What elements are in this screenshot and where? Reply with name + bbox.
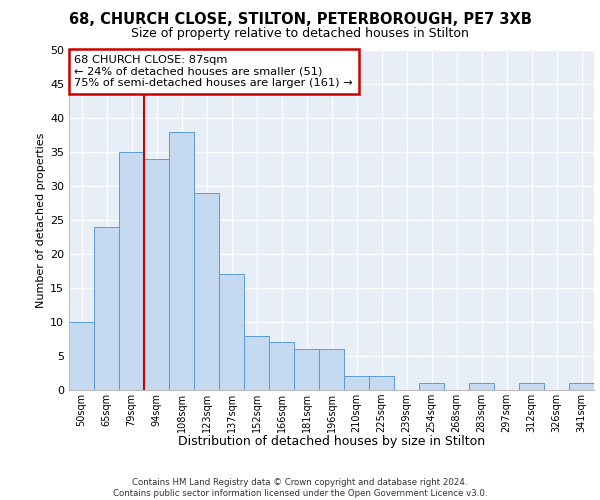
Bar xyxy=(519,383,544,390)
Bar xyxy=(69,322,94,390)
Bar xyxy=(144,159,169,390)
Bar xyxy=(294,349,319,390)
Bar xyxy=(369,376,394,390)
Bar xyxy=(469,383,494,390)
Text: Size of property relative to detached houses in Stilton: Size of property relative to detached ho… xyxy=(131,28,469,40)
Bar xyxy=(269,342,294,390)
Bar xyxy=(94,227,119,390)
Y-axis label: Number of detached properties: Number of detached properties xyxy=(36,132,46,308)
Bar xyxy=(419,383,444,390)
Bar xyxy=(169,132,194,390)
Bar xyxy=(569,383,594,390)
Bar xyxy=(219,274,244,390)
Text: Contains HM Land Registry data © Crown copyright and database right 2024.
Contai: Contains HM Land Registry data © Crown c… xyxy=(113,478,487,498)
Bar xyxy=(344,376,369,390)
Bar xyxy=(119,152,144,390)
Bar xyxy=(244,336,269,390)
Text: 68, CHURCH CLOSE, STILTON, PETERBOROUGH, PE7 3XB: 68, CHURCH CLOSE, STILTON, PETERBOROUGH,… xyxy=(68,12,532,28)
X-axis label: Distribution of detached houses by size in Stilton: Distribution of detached houses by size … xyxy=(178,435,485,448)
Bar xyxy=(194,193,219,390)
Text: 68 CHURCH CLOSE: 87sqm
← 24% of detached houses are smaller (51)
75% of semi-det: 68 CHURCH CLOSE: 87sqm ← 24% of detached… xyxy=(74,55,353,88)
Bar xyxy=(319,349,344,390)
